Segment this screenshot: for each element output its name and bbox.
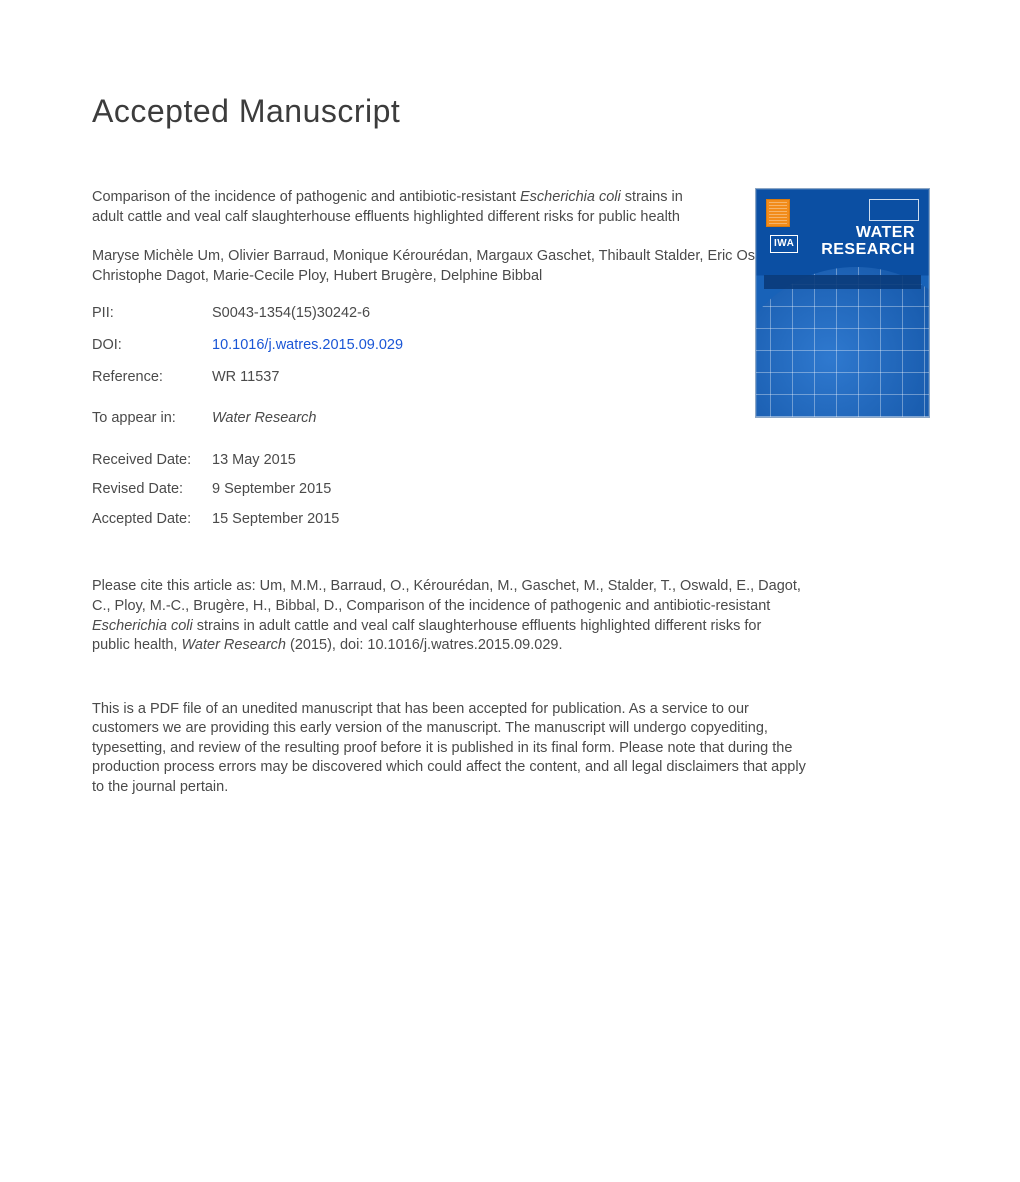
journal-title-line2: RESEARCH (821, 242, 915, 259)
iwa-badge: IWA (770, 235, 798, 253)
doi-label: DOI: (92, 336, 212, 356)
journal-cover-thumbnail: IWA WATER RESEARCH (755, 188, 930, 418)
publisher-logo-icon (766, 199, 790, 227)
received-label: Received Date: (92, 451, 212, 471)
citation-block: Please cite this article as: Um, M.M., B… (92, 577, 802, 655)
author-list: Maryse Michèle Um, Olivier Barraud, Moni… (92, 247, 792, 286)
accepted-value: 15 September 2015 (212, 510, 930, 530)
pdf-disclaimer: This is a PDF file of an unedited manusc… (92, 700, 812, 798)
cite-pre: Please cite this article as: Um, M.M., B… (92, 578, 801, 614)
accepted-label: Accepted Date: (92, 510, 212, 530)
top-section: IWA WATER RESEARCH Comparison of the inc… (92, 188, 930, 797)
received-value: 13 May 2015 (212, 451, 930, 471)
cite-species: Escherichia coli (92, 618, 193, 634)
cite-journal: Water Research (181, 637, 286, 653)
reference-label: Reference: (92, 368, 212, 388)
article-title: Comparison of the incidence of pathogeni… (92, 188, 702, 227)
pii-label: PII: (92, 304, 212, 324)
cover-globe-art (756, 267, 929, 417)
page-heading: Accepted Manuscript (92, 90, 930, 133)
title-pre: Comparison of the incidence of pathogeni… (92, 189, 520, 205)
revised-label: Revised Date: (92, 480, 212, 500)
cite-post: (2015), doi: 10.1016/j.watres.2015.09.02… (286, 637, 563, 653)
manuscript-cover-page: Accepted Manuscript IWA WATER RESEARCH C… (0, 0, 1020, 1182)
journal-title-line1: WATER (821, 225, 915, 242)
title-species: Escherichia coli (520, 189, 621, 205)
journal-title: WATER RESEARCH (821, 225, 915, 259)
cover-subtitle-bar (764, 275, 921, 289)
cover-masthead: IWA WATER RESEARCH (762, 195, 923, 273)
volume-info-box (869, 199, 919, 221)
dates-table: Received Date: 13 May 2015 Revised Date:… (92, 451, 930, 530)
to-appear-label: To appear in: (92, 409, 212, 429)
revised-value: 9 September 2015 (212, 480, 930, 500)
